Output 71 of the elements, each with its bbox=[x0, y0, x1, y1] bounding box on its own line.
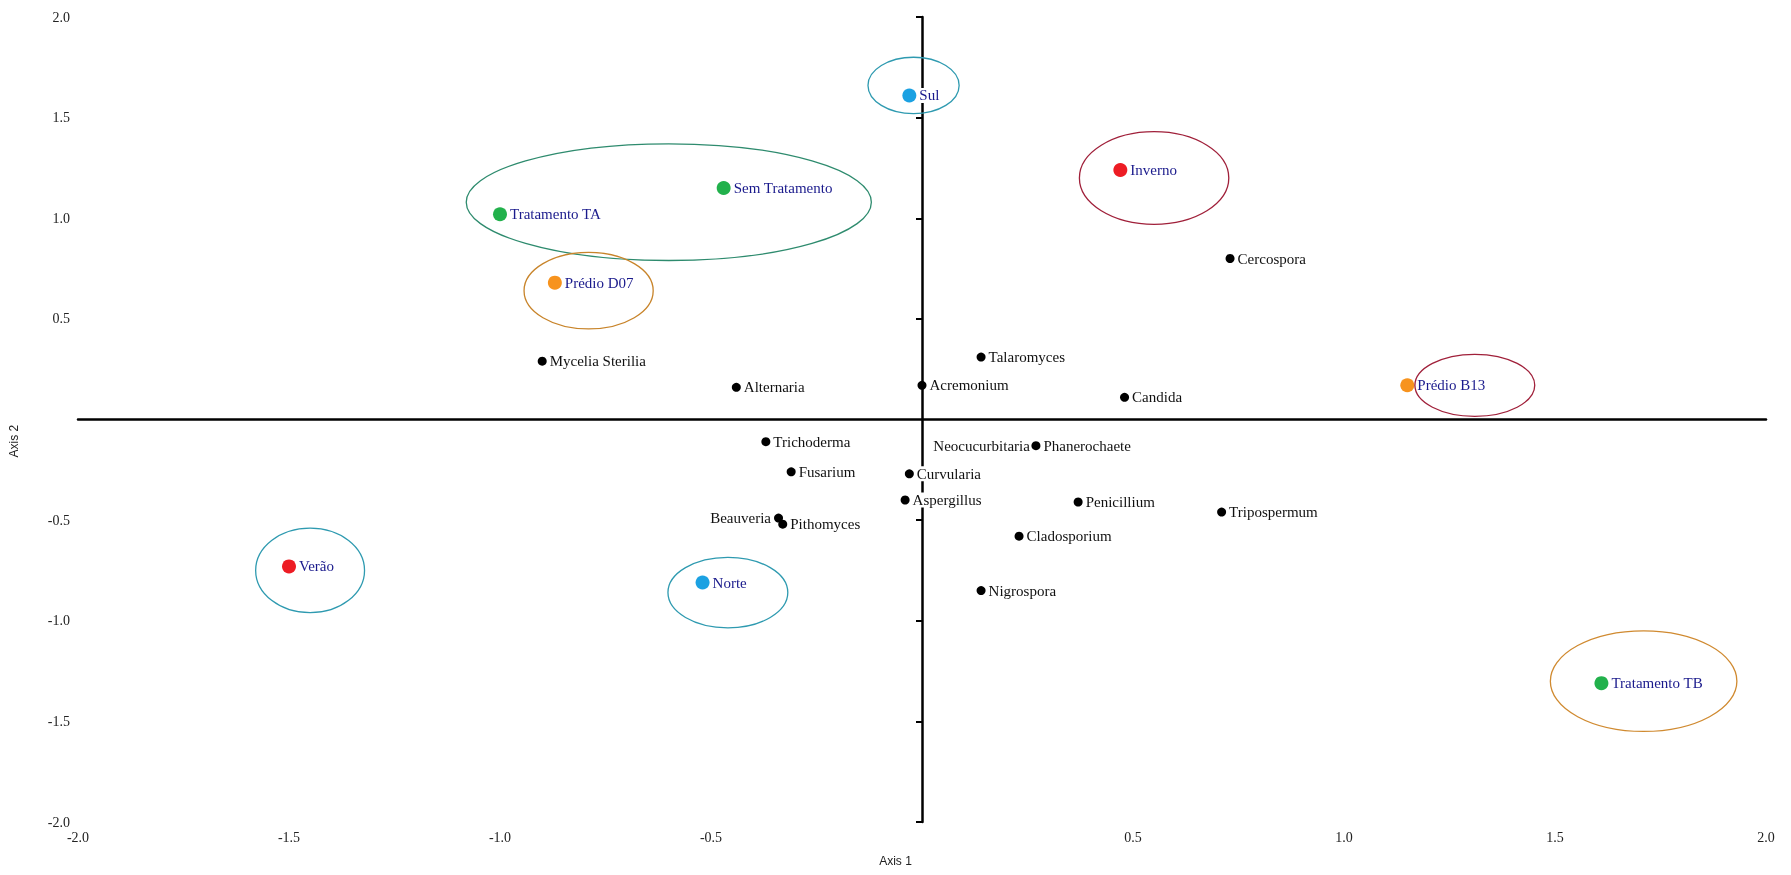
y-tick-label: 0.5 bbox=[52, 311, 70, 327]
x-tick-label: -1.0 bbox=[488, 829, 512, 845]
point bbox=[1225, 254, 1235, 263]
point bbox=[902, 88, 917, 103]
series-label: Acremonium bbox=[929, 377, 1009, 394]
point bbox=[976, 586, 986, 596]
y-tick-label: -2.0 bbox=[47, 814, 70, 830]
series-label: Sem Tratamento bbox=[733, 180, 833, 197]
series-label: Verão bbox=[299, 558, 334, 575]
point bbox=[1073, 497, 1083, 507]
series-label: Talaromyces bbox=[988, 349, 1066, 366]
y-tick-label: 1.0 bbox=[52, 210, 70, 226]
y-tick-label: 1.5 bbox=[52, 110, 70, 126]
point bbox=[778, 519, 788, 529]
series-label: Beauveria bbox=[710, 510, 772, 527]
point bbox=[774, 513, 784, 523]
series-label: Tratamento TA bbox=[510, 206, 602, 223]
series-label: Fusarium bbox=[798, 463, 856, 480]
x-axis-title: Axis 1 bbox=[879, 854, 913, 868]
x-tick-label: -0.5 bbox=[699, 829, 723, 845]
annotation: Neocucurbitaria bbox=[933, 437, 1031, 454]
x-tick-label: 1.5 bbox=[1546, 829, 1564, 845]
point bbox=[731, 382, 741, 392]
series-label: Pithomyces bbox=[790, 516, 861, 533]
point bbox=[1400, 378, 1415, 393]
point bbox=[1014, 531, 1024, 541]
y-tick-label: -0.5 bbox=[47, 512, 70, 528]
x-tick-label: -1.5 bbox=[277, 829, 301, 845]
point bbox=[1120, 392, 1130, 402]
y-tick-label: 2.0 bbox=[52, 9, 70, 25]
series-label: Norte bbox=[712, 574, 748, 591]
series-label: Cladosporium bbox=[1026, 528, 1112, 545]
series-label: Trichoderma bbox=[773, 433, 851, 450]
series-label: Cercospora bbox=[1237, 250, 1307, 267]
series-label: Prédio D07 bbox=[564, 274, 635, 291]
series-label: Sul bbox=[919, 87, 940, 104]
point bbox=[1217, 507, 1227, 517]
y-tick-label: -1.5 bbox=[47, 713, 70, 729]
series-label: Candida bbox=[1132, 389, 1183, 406]
point bbox=[537, 356, 547, 366]
point bbox=[1594, 676, 1609, 691]
series-label: Tratamento TB bbox=[1611, 675, 1703, 692]
point bbox=[282, 559, 296, 574]
x-tick-label: 1.0 bbox=[1335, 829, 1353, 845]
y-axis-title: Axis 2 bbox=[7, 424, 21, 458]
y-tick-label: -1.0 bbox=[47, 613, 70, 629]
point bbox=[976, 352, 986, 362]
series-label: Prédio B13 bbox=[1417, 377, 1486, 394]
point bbox=[716, 181, 731, 196]
point bbox=[695, 575, 710, 590]
series-label: Phanerochaete bbox=[1043, 437, 1132, 454]
point bbox=[493, 207, 507, 222]
series-label: Mycelia Sterilia bbox=[549, 353, 647, 370]
x-tick-label: 0.5 bbox=[1124, 829, 1142, 845]
x-tick-label: 2.0 bbox=[1757, 829, 1775, 845]
x-tick-label: -2.0 bbox=[66, 829, 90, 845]
point bbox=[900, 495, 910, 505]
series-label: Alternaria bbox=[743, 379, 805, 396]
point bbox=[786, 467, 796, 477]
point bbox=[917, 380, 927, 390]
series-label: Curvularia bbox=[916, 465, 982, 482]
point bbox=[1113, 162, 1128, 177]
series-label: Inverno bbox=[1130, 161, 1177, 178]
point bbox=[761, 437, 771, 447]
point bbox=[1031, 441, 1041, 451]
series-label: Penicillium bbox=[1085, 494, 1156, 511]
series-label: Nigrospora bbox=[988, 582, 1057, 599]
series-label: Tripospermum bbox=[1229, 504, 1319, 521]
point bbox=[904, 469, 914, 479]
series-label: Aspergillus bbox=[912, 492, 982, 508]
point bbox=[547, 275, 562, 290]
